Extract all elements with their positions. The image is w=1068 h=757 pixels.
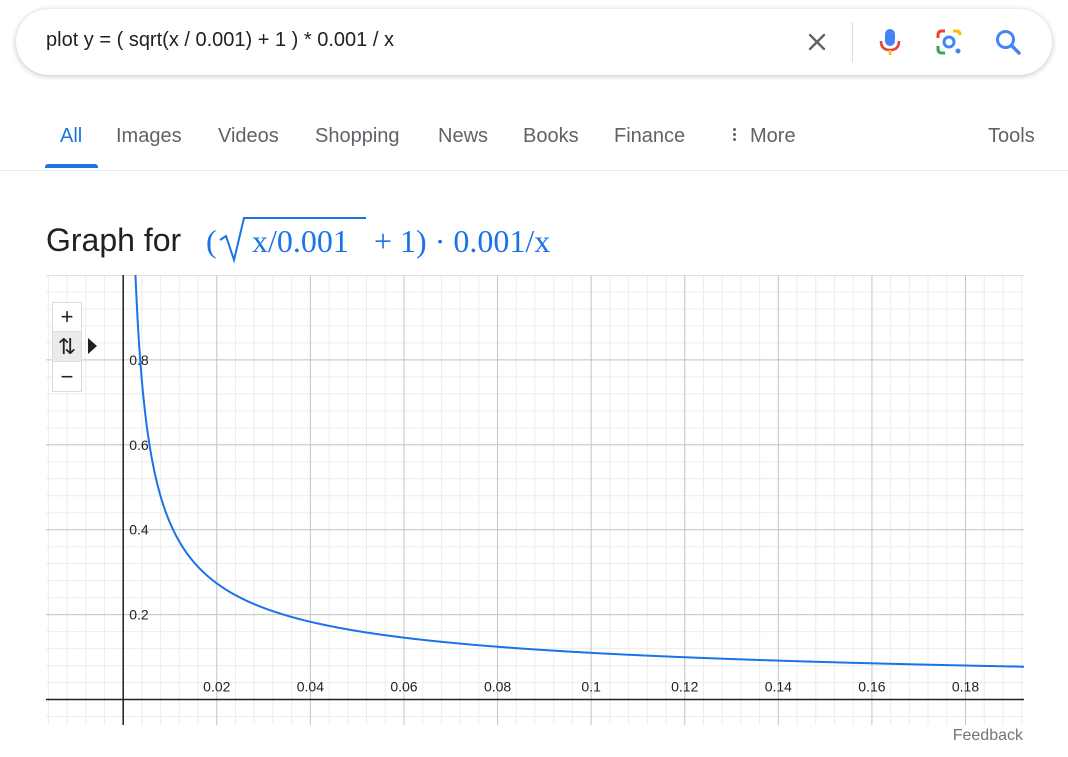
x-tick-label: 0.02 xyxy=(203,679,230,695)
tab-books[interactable]: Books xyxy=(523,125,579,147)
graph-formula: ( x/0.001 + 1) · 0.001/x xyxy=(206,217,550,264)
x-tick-label: 0.16 xyxy=(858,679,885,695)
x-tick-label: 0.18 xyxy=(952,679,979,695)
search-box[interactable]: plot y = ( sqrt(x / 0.001) + 1 ) * 0.001… xyxy=(16,9,1052,75)
tab-more[interactable]: More xyxy=(733,125,796,148)
zoom-out-button[interactable]: − xyxy=(52,362,82,392)
search-icon[interactable] xyxy=(992,26,1024,58)
y-tick-label: 0.8 xyxy=(129,352,149,368)
y-tick-label: 0.2 xyxy=(129,607,149,623)
expand-arrow-icon[interactable] xyxy=(88,338,97,354)
formula-radicand: x/0.001 xyxy=(252,223,349,259)
y-tick-label: 0.4 xyxy=(129,522,149,538)
sqrt-radical-icon xyxy=(219,217,366,264)
x-tick-label: 0.12 xyxy=(671,679,698,695)
lens-icon[interactable] xyxy=(933,26,965,58)
tab-shopping[interactable]: Shopping xyxy=(315,125,400,147)
tab-more-label: More xyxy=(750,125,796,147)
function-curve xyxy=(134,275,1024,668)
zoom-controls: + ⇅ − xyxy=(52,302,82,392)
mic-icon[interactable] xyxy=(874,26,906,58)
tab-news[interactable]: News xyxy=(438,125,489,147)
tab-videos[interactable]: Videos xyxy=(218,125,279,147)
clear-icon[interactable] xyxy=(801,26,833,58)
vertical-dots-icon xyxy=(733,126,736,143)
y-tick-label: 0.6 xyxy=(129,437,149,453)
x-tick-label: 0.14 xyxy=(765,679,792,695)
x-tick-label: 0.08 xyxy=(484,679,511,695)
tab-all[interactable]: All xyxy=(60,125,83,147)
x-tick-label: 0.06 xyxy=(390,679,417,695)
x-tick-label: 0.1 xyxy=(581,679,601,695)
graph-title: Graph for xyxy=(46,222,182,258)
x-tick-label: 0.04 xyxy=(297,679,324,695)
tab-finance[interactable]: Finance xyxy=(614,125,686,147)
function-graph[interactable]: 0.02 0.04 0.06 0.08 0.1 0.12 0.14 0.16 0.18 0.2 0.… xyxy=(46,275,1024,725)
formula-rest: + 1) · 0.001/x xyxy=(374,223,550,259)
grid-minor xyxy=(46,275,1024,725)
zoom-in-button[interactable]: + xyxy=(52,302,82,332)
graph-axes xyxy=(46,275,1024,725)
formula-open-paren: ( xyxy=(206,223,217,259)
tab-images[interactable]: Images xyxy=(116,125,182,147)
active-tab-indicator xyxy=(45,164,98,168)
graph-tick-labels: 0.02 0.04 0.06 0.08 0.1 0.12 0.14 0.16 0.18 0.2 0.… xyxy=(129,352,979,695)
search-query[interactable]: plot y = ( sqrt(x / 0.001) + 1 ) * 0.001… xyxy=(46,29,394,51)
search-tabs: All Images Videos Shopping News Books Fi… xyxy=(0,112,1068,171)
feedback-link[interactable]: Feedback xyxy=(952,727,1023,744)
pan-button[interactable]: ⇅ xyxy=(52,332,82,362)
tools-button[interactable]: Tools xyxy=(988,125,1035,147)
search-divider xyxy=(852,22,853,62)
